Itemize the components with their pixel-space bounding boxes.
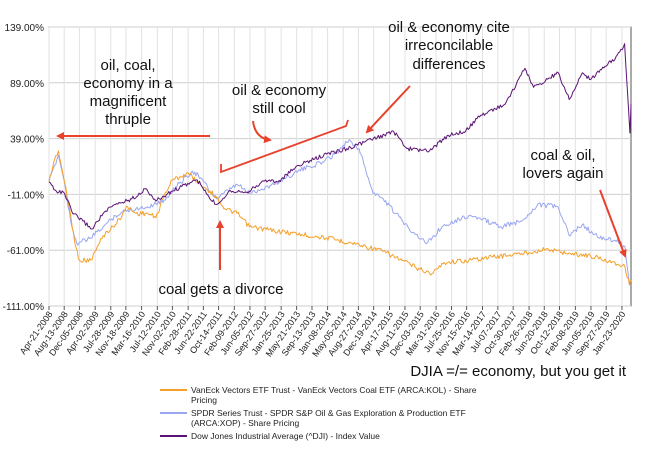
- annotation-thruple-3: magnificent: [90, 93, 168, 110]
- series-line-dji: [48, 43, 632, 230]
- cool-bracket: [220, 119, 349, 174]
- series-line-kol: [48, 150, 632, 286]
- legend-label-xop-1: SPDR Series Trust - SPDR S&P Oil & Gas E…: [191, 408, 466, 418]
- lovers-arrow: [599, 189, 627, 258]
- series-line-xop: [48, 139, 632, 286]
- annotation-thruple-4: thruple: [105, 111, 151, 128]
- annotation-thruple-1: oil, coal,: [100, 57, 155, 74]
- y-tick-label: -11.00%: [7, 190, 44, 201]
- annotation-cool-2: still cool: [252, 100, 305, 117]
- legend-label-kol-2: Pricing: [191, 395, 217, 405]
- legend: VanEck Vectors ETF Trust - VanEck Vector…: [160, 385, 477, 441]
- annotation-differences-2: irreconcilable: [405, 37, 493, 54]
- differences-arrow: [365, 85, 411, 134]
- x-axis-ticks: Apr-21-2008Aug-13-2008Dec-05-2008Apr-02-…: [18, 306, 628, 359]
- gridlines: [48, 26, 631, 307]
- y-tick-label: 39.00%: [10, 135, 44, 146]
- annotation-thruple-2: economy in a: [83, 75, 173, 92]
- annotation-differences-1: oil & economy cite: [388, 19, 510, 36]
- legend-label-xop-2: (ARCA:XOP) - Share Pricing: [191, 418, 299, 428]
- annotation-divorce: coal gets a divorce: [158, 281, 283, 298]
- y-tick-label: 139.00%: [5, 23, 45, 34]
- annotation-arrows: [56, 85, 627, 270]
- legend-label-kol-1: VanEck Vectors ETF Trust - VanEck Vector…: [191, 385, 477, 395]
- series-lines: [48, 43, 632, 286]
- annotation-differences-3: differences: [412, 56, 485, 73]
- legend-label-dji: Dow Jones Industrial Average (^DJI) - In…: [191, 431, 380, 441]
- annotations: oil, coal, economy in a magnificent thru…: [83, 19, 603, 298]
- cool-arrow: [252, 120, 272, 144]
- annotation-lovers-2: lovers again: [523, 165, 604, 182]
- y-tick-label: -61.00%: [7, 246, 44, 257]
- y-axis-ticks: 139.00% 89.00% 39.00% -11.00% -61.00% -111.00…: [3, 23, 44, 313]
- caption: DJIA =/= economy, but you get it: [410, 363, 627, 380]
- y-tick-label: -111.00%: [3, 302, 44, 313]
- y-tick-label: 89.00%: [10, 79, 44, 90]
- annotation-cool-1: oil & economy: [232, 82, 327, 99]
- annotation-lovers-1: coal & oil,: [530, 147, 595, 164]
